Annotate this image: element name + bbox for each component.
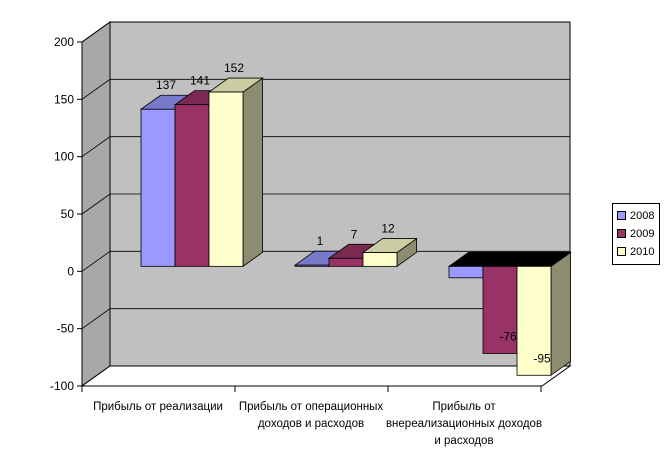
- legend-swatch: [617, 228, 626, 238]
- data-label: -76: [499, 329, 517, 343]
- data-label: 141: [190, 74, 210, 88]
- data-label: 137: [156, 78, 176, 92]
- legend-label: 2008: [630, 210, 655, 222]
- legend: 2008 2009 2010: [612, 203, 660, 265]
- legend-label: 2010: [630, 246, 655, 258]
- gridline: [81, 308, 570, 329]
- legend-label: 2009: [630, 228, 655, 240]
- bar-2010-0: [208, 91, 244, 267]
- category-label: Прибыль от реализации: [93, 401, 223, 413]
- category-label: доходов и расходов: [258, 418, 364, 430]
- legend-item: 2008: [617, 209, 654, 223]
- legend-item: 2010: [617, 245, 654, 259]
- legend-swatch: [617, 246, 626, 256]
- y-tick-label: 150: [54, 92, 74, 106]
- gridline: [81, 78, 570, 100]
- y-tick-label: -50: [57, 322, 75, 336]
- bar-2008-2: [448, 265, 484, 279]
- bar-2009-2: [482, 265, 518, 354]
- gridline: [81, 136, 570, 157]
- data-label: 1: [317, 234, 324, 248]
- y-tick-label: 100: [54, 150, 74, 164]
- bar-2010-1: [362, 252, 398, 267]
- category-label: и расходов: [434, 435, 493, 447]
- data-label: 152: [224, 61, 244, 75]
- floor: [80, 365, 572, 387]
- gridline: [81, 21, 570, 43]
- data-label: 7: [351, 227, 358, 241]
- bar-2009-1: [328, 257, 364, 267]
- bar-side: [550, 251, 571, 377]
- legend-item: 2009: [617, 227, 654, 241]
- bar-2009-0: [174, 104, 210, 267]
- category-label: внереализационных доходов: [386, 418, 542, 430]
- gridline: [81, 193, 570, 215]
- data-label: 12: [381, 222, 395, 236]
- y-tick-label: 0: [67, 264, 74, 278]
- y-tick-label: -100: [50, 379, 74, 393]
- bar-2008-1: [294, 264, 330, 267]
- category-label: Прибыль от операционных: [239, 401, 384, 413]
- legend-swatch: [617, 210, 626, 220]
- data-label: -95: [533, 351, 551, 365]
- bar-side: [242, 77, 264, 268]
- category-label: Прибыль от: [432, 401, 496, 413]
- y-tick-label: 200: [54, 35, 74, 49]
- bar-2010-2: [516, 265, 552, 376]
- y-tick-label: 50: [61, 207, 75, 221]
- bar-2008-0: [140, 108, 176, 267]
